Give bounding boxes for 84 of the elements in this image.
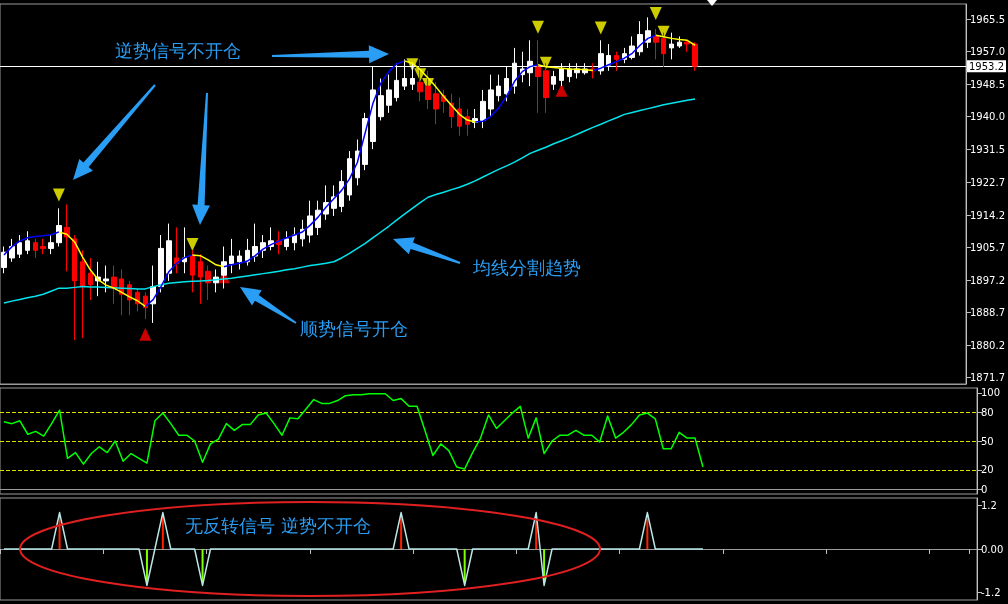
- candlestick: [614, 51, 619, 72]
- y-tick-label: 1905.7: [970, 242, 1006, 254]
- candlestick: [237, 249, 242, 270]
- candlestick: [198, 253, 203, 305]
- candlestick: [653, 28, 659, 60]
- y-tick-label: 1897.2: [970, 274, 1006, 286]
- y-tick-label: 1965.5: [970, 13, 1006, 25]
- candlestick: [88, 257, 93, 301]
- y-tick-label: 1940.0: [970, 111, 1006, 123]
- point: [555, 83, 568, 97]
- candlestick: [25, 230, 30, 255]
- candlestick: [488, 74, 494, 118]
- candlestick: [543, 62, 549, 114]
- annotation: 逆势信号不开仓: [115, 39, 241, 61]
- candlestick: [64, 204, 70, 272]
- candlestick: [292, 226, 297, 251]
- candlestick: [661, 32, 666, 68]
- point: [594, 21, 607, 35]
- candlestick: [480, 89, 486, 129]
- candlestick: [56, 207, 62, 248]
- y-tick-label: 1948.5: [970, 78, 1006, 90]
- y-tick-label: 1922.7: [970, 177, 1006, 189]
- candlestick: [48, 234, 54, 255]
- candlestick: [9, 238, 15, 263]
- y-tick-label: 1931.5: [970, 143, 1006, 155]
- candlestick: [307, 200, 313, 244]
- candlestick: [378, 77, 384, 121]
- candlestick: [684, 39, 690, 53]
- candlestick: [457, 97, 462, 137]
- y-tick-label: 100: [981, 387, 1001, 399]
- y-tick-label: 1880.2: [970, 339, 1006, 351]
- candlestick: [80, 249, 85, 339]
- point: [531, 20, 544, 34]
- candlestick: [535, 39, 541, 114]
- candlestick: [190, 249, 195, 293]
- candlestick: [17, 234, 22, 259]
- candlestick: [221, 246, 227, 290]
- candlestick: [386, 74, 392, 114]
- candlestick: [669, 32, 674, 60]
- candlestick: [331, 184, 337, 217]
- point: [52, 188, 65, 202]
- y-tick-label: -1.2: [981, 587, 1001, 599]
- line-series: [3, 98, 696, 304]
- candlestick: [158, 234, 164, 293]
- y-tick-label: 1888.7: [970, 307, 1006, 319]
- candlestick: [72, 234, 77, 341]
- candlestick: [551, 70, 556, 91]
- candlestick: [1, 246, 7, 274]
- candlestick: [166, 223, 172, 282]
- candlestick: [252, 223, 258, 263]
- y-tick-label: 1871.7: [970, 372, 1006, 384]
- y-tick-label: 50: [981, 435, 994, 447]
- candlestick: [205, 265, 211, 301]
- candlestick: [692, 41, 698, 72]
- candlestick: [284, 230, 289, 251]
- candlestick: [433, 81, 439, 125]
- point: [139, 327, 152, 341]
- candlestick: [103, 265, 109, 293]
- candlestick: [40, 238, 46, 255]
- candlestick: [174, 226, 179, 274]
- y-tick-label: 80: [981, 406, 994, 418]
- candlestick: [33, 238, 38, 259]
- annotation: 顺势信号开仓: [300, 317, 408, 339]
- y-tick-label: 1957.0: [970, 46, 1006, 58]
- candlestick: [182, 226, 187, 274]
- candlestick: [347, 150, 352, 202]
- candlestick: [677, 35, 682, 49]
- candlestick: [229, 238, 234, 274]
- candlestick: [417, 58, 423, 102]
- y-tick-label: 0.00: [981, 543, 1004, 555]
- candlestick: [425, 70, 431, 110]
- y-tick-label: 1914.2: [970, 209, 1006, 221]
- annotation: 均线分割趋势: [472, 256, 581, 278]
- y-tick-label: 0: [981, 483, 988, 495]
- annotation: 无反转信号 逆势不开仓: [185, 514, 371, 536]
- y-tick-label: 1.2: [981, 499, 997, 511]
- point: [649, 7, 662, 21]
- ref-line-label: 1953.2: [969, 60, 1005, 72]
- candlestick: [496, 74, 501, 102]
- candlestick: [637, 20, 643, 57]
- point: [186, 238, 199, 252]
- y-tick-label: 20: [981, 464, 994, 476]
- line-series: [3, 393, 704, 470]
- candlestick: [339, 169, 344, 213]
